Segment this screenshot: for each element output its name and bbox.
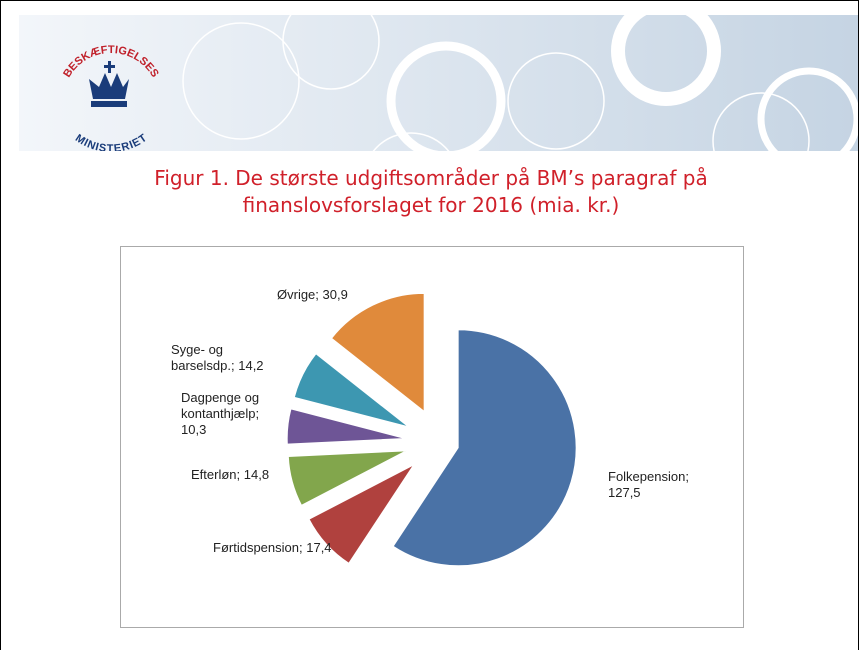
label-separator: ;	[237, 467, 241, 482]
value-label: 14,8	[244, 467, 269, 482]
label-category: Efterløn	[191, 467, 237, 482]
label-separator: ;	[315, 287, 319, 302]
chart-title: Figur 1. De største udgiftsområder på BM…	[61, 165, 801, 219]
value-label: 14,2	[238, 358, 263, 373]
header-band: BESKÆFTIGELSES MINISTERIET	[1, 1, 858, 151]
label-category: Folkepension	[608, 469, 685, 484]
label-category: Dagpenge og kontanthjælp	[181, 390, 259, 421]
value-label: 30,9	[323, 287, 348, 302]
value-label: 10,3	[181, 422, 206, 437]
label-separator: ;	[231, 358, 235, 373]
value-label: 17,4	[306, 540, 331, 555]
label-category: Øvrige	[277, 287, 315, 302]
data-label: Øvrige; 30,9	[277, 287, 407, 303]
data-label: Dagpenge og kontanthjælp; 10,3	[181, 390, 281, 438]
label-separator: ;	[299, 540, 303, 555]
data-label: Folkepension; 127,5	[608, 469, 708, 501]
label-category: Førtidspension	[213, 540, 299, 555]
value-label: 127,5	[608, 485, 641, 500]
data-label: Efterløn; 14,8	[191, 467, 321, 483]
data-label: Syge- og barselsdp.; 14,2	[171, 342, 281, 374]
label-category: Syge- og barselsdp.	[171, 342, 231, 373]
chart-area: Folkepension; 127,5 Førtidspension; 17,4 E…	[120, 246, 744, 628]
label-separator: ;	[255, 406, 259, 421]
slide: BESKÆFTIGELSES MINISTERIET Figur 1. De s…	[0, 0, 859, 650]
label-separator: ;	[685, 469, 689, 484]
data-label: Førtidspension; 17,4	[213, 540, 333, 556]
